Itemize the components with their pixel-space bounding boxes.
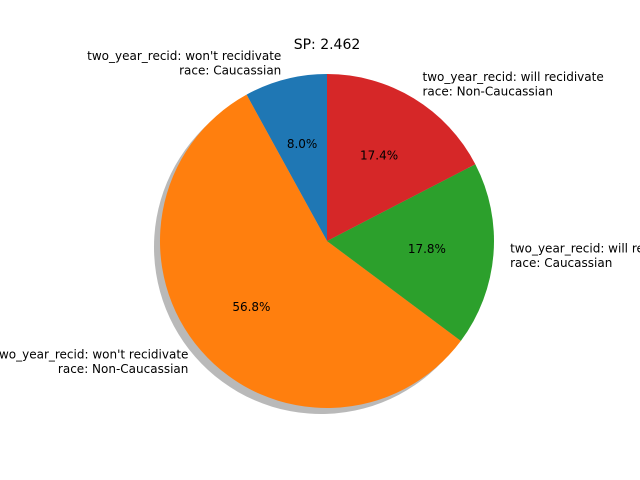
pie-slice-labels: two_year_recid: won't recidivate race: Ca… [0, 49, 640, 376]
pie-percent-labels: 8.0% 56.8% 17.8% 17.4% [232, 137, 446, 314]
pie-slice [159, 94, 461, 409]
pie-percent-label: 8.0% [287, 137, 318, 151]
pie-slice-label-line: race: Caucassian [179, 63, 281, 77]
pie-slices [159, 74, 495, 409]
chart-title: SP: 2.462 [294, 37, 361, 53]
pie-percent-label: 17.4% [360, 148, 398, 162]
pie-slice-label-line: race: Non-Caucassian [423, 84, 553, 98]
pie-slice-label-line: race: Caucassian [510, 256, 612, 270]
pie-slice [327, 74, 476, 241]
pie-slice-label-line: two_year_recid: won't recidivate [0, 347, 188, 361]
pie-percent-label: 17.8% [408, 242, 446, 256]
pie-slice-label: two_year_recid: won't recidivate race: No… [0, 347, 188, 376]
pie-slice-label-line: race: Non-Caucassian [58, 362, 188, 376]
pie-slice-label-line: two_year_recid: will recidivate [423, 70, 604, 84]
pie-slice-label-line: two_year_recid: won't recidivate [87, 49, 281, 63]
pie-slice-label-line: two_year_recid: will recidivate [510, 242, 640, 256]
pie-slice-label: two_year_recid: won't recidivate race: Ca… [87, 49, 281, 78]
pie-percent-label: 56.8% [232, 300, 270, 314]
pie-slice-label: two_year_recid: will recidivate race: Non… [423, 70, 604, 99]
pie-slice [246, 74, 327, 241]
pie-slice [327, 164, 495, 341]
